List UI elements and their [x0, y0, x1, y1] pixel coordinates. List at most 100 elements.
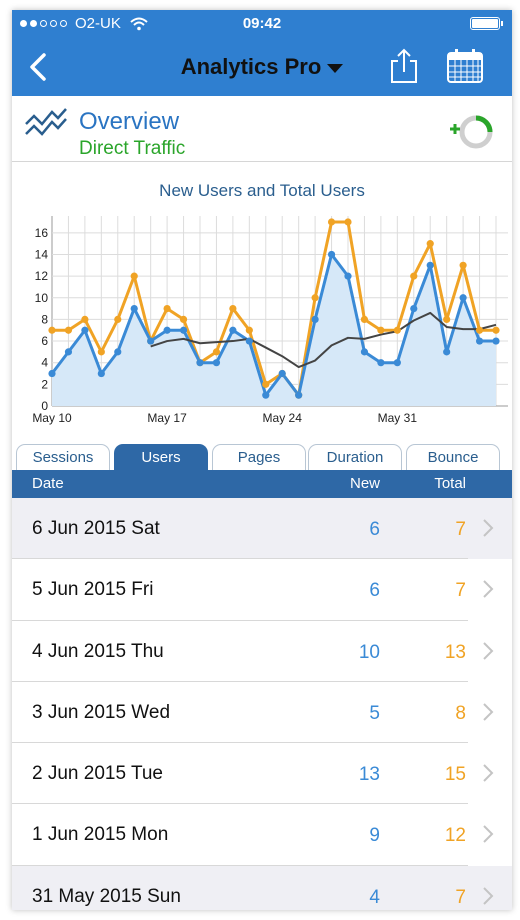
chevron-right-icon — [483, 703, 494, 721]
data-point — [492, 326, 500, 334]
column-header-new: New — [349, 475, 380, 492]
signal-dot-icon — [30, 20, 37, 27]
y-tick-label: 16 — [35, 226, 49, 240]
data-point — [81, 315, 89, 324]
row-new-users: 5 — [369, 702, 380, 724]
data-point — [360, 315, 369, 324]
back-chevron-icon[interactable] — [22, 50, 56, 84]
tab-sessions[interactable]: Sessions — [16, 444, 110, 471]
top-bar: O2-UK 09:42 Analytics Pro — [12, 10, 512, 96]
wifi-icon — [130, 17, 148, 30]
nav-bar: Analytics Pro — [12, 38, 512, 96]
row-total-users: 13 — [444, 641, 466, 663]
tab-users[interactable]: Users — [114, 444, 208, 471]
table-row[interactable]: 1 Jun 2015 Mon 9 12 — [12, 804, 512, 866]
row-date: 6 Jun 2015 Sat — [32, 518, 160, 539]
users-line-chart[interactable]: 0 2 4 6 8 10 12 14 16 May 10 May 17 May 24 May 31 — [12, 206, 512, 438]
overview-subtitle[interactable]: Direct Traffic — [79, 138, 186, 159]
series-line — [150, 311, 497, 369]
row-divider — [12, 619, 468, 621]
row-total-users: 7 — [455, 886, 466, 908]
data-point — [344, 218, 352, 226]
data-point — [81, 326, 89, 334]
row-divider — [12, 864, 468, 866]
table-row[interactable]: 3 Jun 2015 Wed 5 8 — [12, 681, 512, 744]
nav-title-dropdown[interactable]: Analytics Pro — [12, 54, 512, 80]
data-point — [179, 326, 188, 334]
data-point — [262, 391, 270, 399]
data-point — [459, 294, 467, 302]
tab-bounce[interactable]: Bounce — [406, 444, 500, 471]
table-row[interactable]: 5 Jun 2015 Fri 6 7 — [12, 559, 512, 621]
data-point — [179, 315, 188, 324]
data-point — [262, 380, 270, 388]
new-users-area — [52, 254, 496, 406]
row-total-users: 7 — [455, 580, 466, 602]
nav-title: Analytics Pro — [180, 54, 322, 79]
tab-pages[interactable]: Pages — [212, 444, 306, 471]
data-point — [245, 326, 253, 334]
row-new-users: 10 — [358, 641, 380, 663]
table-row[interactable]: 2 Jun 2015 Tue 13 15 — [12, 743, 512, 805]
table-row[interactable]: 6 Jun 2015 Sat 6 7 — [12, 498, 512, 560]
row-new-users: 13 — [358, 764, 380, 786]
row-date: 31 May 2015 Sun — [32, 885, 181, 907]
data-point — [163, 326, 171, 334]
row-divider — [12, 558, 468, 560]
status-bar: O2-UK 09:42 — [12, 10, 512, 38]
dropdown-caret-icon — [327, 63, 344, 73]
data-point — [443, 315, 451, 324]
app-screen: O2-UK 09:42 Analytics Pro — [12, 10, 512, 910]
data-point — [212, 348, 221, 356]
chevron-right-icon — [483, 887, 494, 905]
calendar-icon[interactable] — [446, 48, 484, 84]
y-tick-label: 14 — [35, 247, 49, 261]
status-time: 09:42 — [242, 15, 282, 32]
signal-dot-icon — [60, 20, 67, 27]
data-point — [426, 240, 434, 248]
data-point — [147, 337, 155, 345]
data-point — [212, 359, 221, 367]
data-point — [393, 326, 401, 334]
row-divider — [12, 803, 468, 805]
y-tick-label: 6 — [41, 334, 48, 348]
row-new-users: 6 — [369, 580, 380, 602]
signal-strength: O2-UK — [20, 15, 148, 32]
table-header: Date New Total — [12, 470, 512, 498]
chevron-right-icon — [483, 764, 494, 782]
data-point — [163, 304, 171, 313]
table-row[interactable]: 4 Jun 2015 Thu 10 13 — [12, 620, 512, 682]
data-point — [311, 294, 319, 302]
data-point — [229, 304, 237, 313]
signal-dot-icon — [50, 20, 57, 27]
chevron-right-icon — [483, 580, 494, 599]
row-divider — [12, 742, 468, 744]
data-point — [475, 337, 484, 345]
row-total-users: 8 — [455, 702, 466, 724]
data-point — [459, 261, 467, 269]
data-point — [97, 348, 105, 356]
refresh-ring-icon[interactable] — [448, 112, 494, 152]
data-point — [48, 326, 56, 334]
data-point — [344, 272, 352, 280]
signal-dot-icon — [20, 20, 27, 27]
y-tick-label: 8 — [41, 312, 48, 326]
row-new-users: 9 — [369, 825, 380, 847]
data-point — [114, 315, 122, 324]
share-icon[interactable] — [389, 48, 419, 84]
row-new-users: 4 — [369, 886, 380, 908]
y-tick-label: 2 — [41, 377, 48, 391]
data-point — [295, 391, 303, 399]
overview-header: Overview Direct Traffic — [12, 96, 512, 162]
column-header-total: Total — [434, 475, 466, 492]
y-tick-label: 0 — [41, 399, 48, 413]
data-point — [327, 218, 336, 226]
row-total-users: 15 — [444, 764, 466, 786]
tab-duration[interactable]: Duration — [308, 444, 402, 471]
data-point — [311, 315, 319, 324]
data-point — [245, 337, 253, 345]
table-row[interactable]: 31 May 2015 Sun 4 7 — [12, 865, 512, 910]
data-point — [360, 348, 369, 356]
x-tick-label: May 10 — [32, 411, 72, 425]
chevron-right-icon — [483, 641, 494, 660]
